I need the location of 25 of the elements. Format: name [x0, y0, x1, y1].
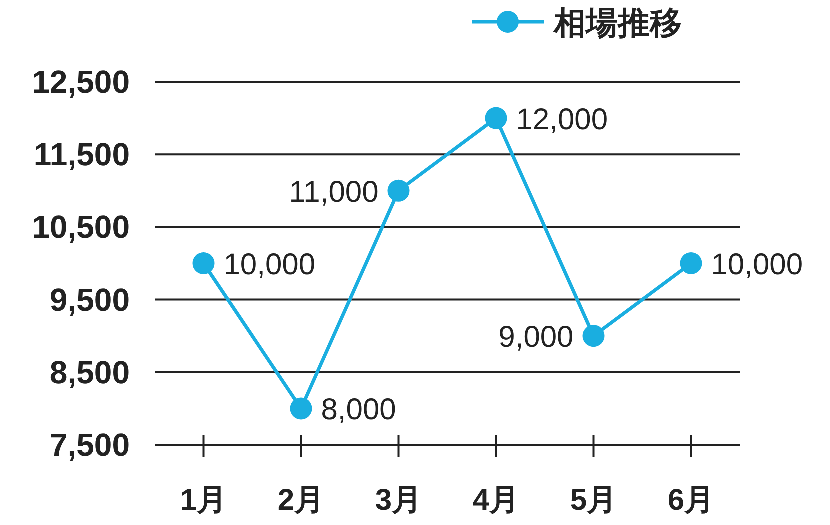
data-label: 9,000: [498, 321, 574, 354]
point: [680, 252, 702, 274]
point: [192, 252, 215, 274]
data-label: 8,000: [321, 394, 396, 427]
y-tick-label: 11,500: [34, 136, 130, 173]
point: [388, 180, 410, 202]
data-label: 10,000: [711, 248, 804, 282]
y-tick-label: 7,500: [50, 427, 130, 463]
y-tick-label: 12,500: [32, 64, 130, 100]
data-label: 11,000: [289, 176, 379, 209]
point: [485, 107, 508, 130]
x-tick-label: 4月: [472, 484, 520, 517]
data-label: 12,000: [516, 103, 608, 136]
data-label: 10,000: [224, 248, 316, 282]
x-tick-label: 1月: [180, 484, 228, 517]
y-tick-label: 10,500: [32, 209, 130, 246]
y-tick-label: 8,500: [50, 354, 130, 390]
x-tick-label: 5月: [570, 484, 618, 517]
x-tick-label: 3月: [375, 484, 422, 517]
point: [290, 398, 312, 420]
x-tick-label: 6月: [668, 484, 715, 517]
point: [582, 325, 605, 348]
x-tick-label: 2月: [278, 484, 325, 517]
legend-label: 相場推移: [553, 5, 682, 41]
y-tick-label: 9,500: [50, 282, 130, 318]
